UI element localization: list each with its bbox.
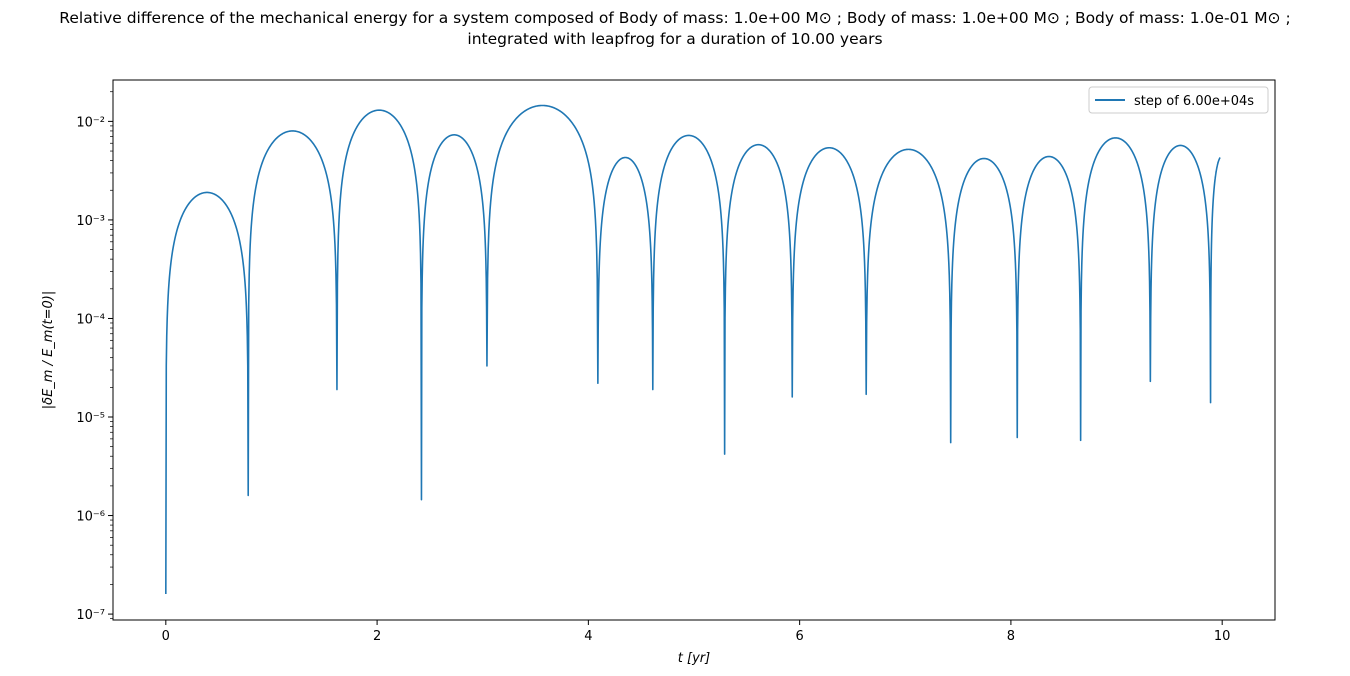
x-tick-label: 4 [584,629,592,644]
y-tick-label: 10⁻³ [76,214,105,229]
series-layer [165,104,1221,594]
x-axis-ticks: 0 2 4 6 8 10 [162,620,1231,644]
plot-area [113,80,1275,620]
chart-title-line-1: Relative difference of the mechanical en… [59,9,1291,27]
x-tick-label: 6 [795,629,803,644]
legend-box [1088,86,1269,114]
x-tick-label: 0 [162,629,170,644]
y-tick-label: 10⁻⁶ [76,510,105,525]
y-axis-label: |δE_m / E_m(t=0)| [41,291,56,410]
chart-title-line-2: integrated with leapfrog for a duration … [467,30,883,48]
chart-title: Relative difference of the mechanical en… [0,8,1350,50]
y-tick-label: 10⁻² [76,115,105,130]
x-tick-label: 2 [373,629,381,644]
legend-label: step of 6.00e+04s [1134,94,1254,109]
x-axis-label: t [yr] [678,651,710,666]
plot-frame [112,79,1276,621]
series-line-step-6e4s [165,104,1221,594]
x-tick-label: 8 [1007,629,1015,644]
y-tick-label: 10⁻⁷ [76,608,105,623]
y-axis-ticks: 10⁻⁷ 10⁻⁶ 10⁻⁵ 10⁻⁴ 10⁻³ 10⁻² [76,91,113,623]
legend: step of 6.00e+04s [1088,86,1269,114]
x-tick-label: 10 [1214,629,1231,644]
y-tick-label: 10⁻⁵ [76,411,105,426]
y-tick-label: 10⁻⁴ [76,312,105,327]
